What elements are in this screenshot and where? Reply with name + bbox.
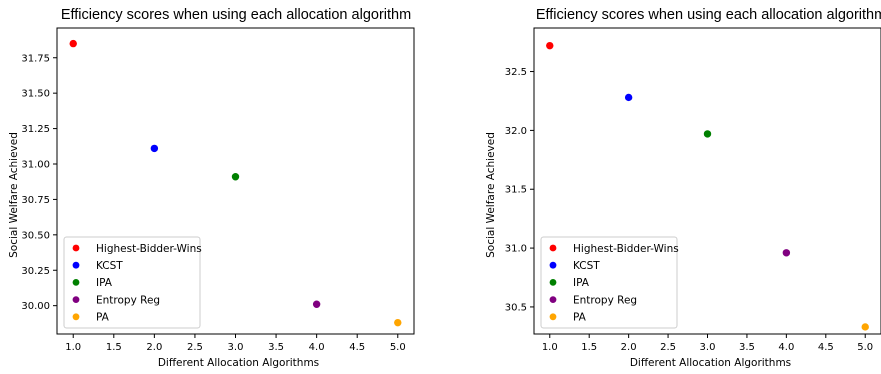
x-tick-label: 2.5	[660, 342, 676, 353]
x-tick-label: 2.5	[187, 342, 203, 353]
data-point-kcst	[150, 144, 159, 153]
x-tick-label: 5.0	[390, 342, 406, 353]
x-axis-label: Different Allocation Algorithms	[158, 357, 319, 369]
y-tick-label: 30.5	[505, 302, 527, 313]
y-tick-label: 31.00	[21, 160, 50, 171]
y-tick-label: 30.00	[21, 301, 50, 312]
y-tick-label: 30.75	[21, 195, 50, 206]
chart-title: Efficiency scores when using each alloca…	[61, 7, 411, 23]
legend-marker	[72, 244, 80, 252]
legend-marker	[72, 296, 80, 303]
legend-label: KCST	[96, 260, 123, 272]
legend-label: Highest-Bidder-Wins	[573, 243, 679, 255]
x-tick-label: 5.0	[857, 342, 873, 353]
legend-box	[540, 236, 678, 329]
chart-title: Efficiency scores when using each alloca…	[536, 7, 881, 23]
y-tick-label: 30.50	[21, 230, 50, 241]
y-tick-label: 31.0	[505, 244, 527, 255]
x-tick-label: 1.0	[65, 342, 81, 353]
y-axis-label: Social Welfare Achieved	[8, 132, 20, 258]
legend-box	[63, 236, 201, 329]
data-point-pa	[394, 318, 402, 327]
legend-label: Entropy Reg	[573, 294, 637, 306]
legend-label: IPA	[96, 277, 113, 289]
y-tick-label: 31.25	[21, 124, 50, 135]
legend-marker	[72, 313, 80, 321]
legend-label: Highest-Bidder-Wins	[96, 243, 202, 255]
x-tick-label: 2.0	[146, 342, 162, 353]
x-tick-label: 3.5	[268, 342, 284, 353]
legend-label: IPA	[573, 277, 590, 289]
data-point-highest-bidder-wins	[546, 41, 554, 50]
x-tick-label: 3.0	[228, 342, 244, 353]
legend: Highest-Bidder-Wins KCST IPA Entropy Reg PA	[63, 236, 202, 329]
legend-marker	[72, 279, 80, 286]
chart-panel-2: Efficiency scores when using each alloca…	[485, 7, 881, 369]
data-point-ipa	[231, 173, 240, 181]
x-tick-label: 3.5	[739, 342, 755, 353]
y-tick-label: 31.50	[21, 89, 50, 100]
data-point-ipa	[703, 130, 712, 138]
x-tick-label: 1.5	[106, 342, 122, 353]
legend-marker	[549, 313, 557, 321]
legend-label: Entropy Reg	[96, 294, 160, 306]
x-tick-label: 4.5	[349, 342, 365, 353]
x-axis-label: Different Allocation Algorithms	[630, 357, 791, 369]
legend-label: KCST	[573, 260, 600, 272]
y-tick-label: 30.25	[21, 266, 50, 277]
data-point-entropy-reg	[312, 300, 321, 308]
legend-label: PA	[573, 312, 587, 324]
x-tick-label: 3.0	[700, 342, 716, 353]
data-point-entropy-reg	[782, 249, 791, 257]
y-tick-label: 31.75	[21, 53, 50, 64]
x-tick-label: 4.0	[778, 342, 794, 353]
legend-marker	[72, 261, 80, 269]
x-tick-label: 1.5	[581, 342, 597, 353]
chart-panel-1: Efficiency scores when using each alloca…	[8, 7, 415, 369]
x-tick-label: 2.0	[621, 342, 637, 353]
data-point-kcst	[624, 93, 633, 102]
data-point-pa	[861, 323, 869, 331]
x-tick-label: 1.0	[542, 342, 558, 353]
y-tick-label: 32.0	[505, 126, 527, 137]
y-tick-label: 32.5	[505, 67, 527, 78]
legend-label: PA	[96, 312, 110, 324]
legend-marker	[549, 261, 557, 269]
legend-marker	[549, 279, 557, 286]
x-tick-label: 4.0	[309, 342, 325, 353]
y-tick-label: 31.5	[505, 185, 527, 196]
data-point-highest-bidder-wins	[69, 39, 77, 48]
legend-marker	[549, 296, 557, 303]
legend-marker	[549, 244, 557, 252]
x-tick-label: 4.5	[818, 342, 834, 353]
legend: Highest-Bidder-Wins KCST IPA Entropy Reg PA	[540, 236, 679, 329]
y-axis-label: Social Welfare Achieved	[485, 132, 497, 258]
